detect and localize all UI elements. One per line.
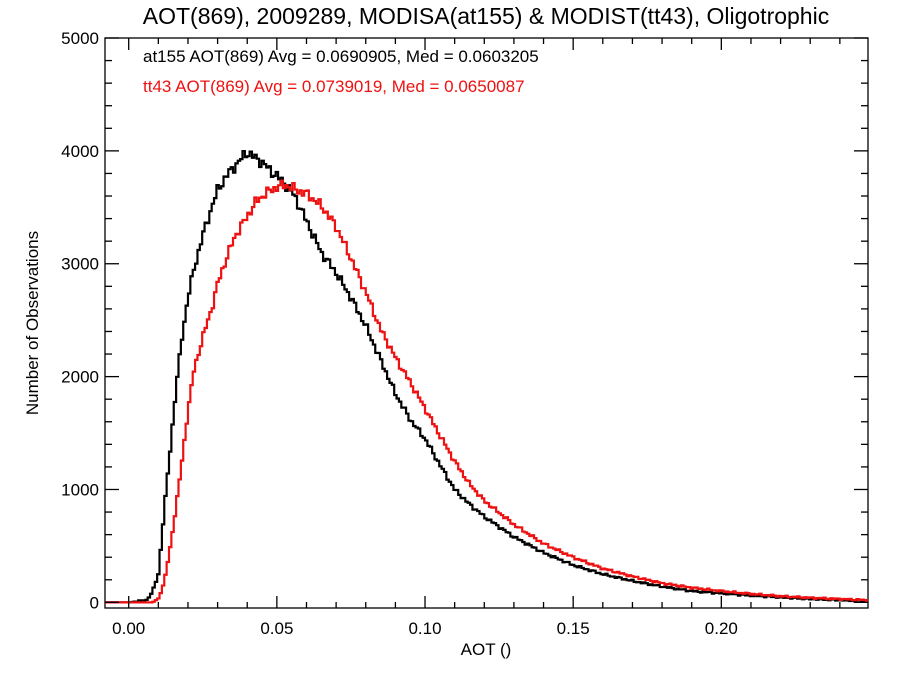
x-tick-label: 0.00 bbox=[112, 619, 145, 638]
y-tick-label: 3000 bbox=[61, 255, 99, 274]
x-tick-label: 0.20 bbox=[705, 619, 738, 638]
y-tick-label: 2000 bbox=[61, 368, 99, 387]
y-tick-label: 0 bbox=[90, 593, 99, 612]
y-tick-label: 5000 bbox=[61, 29, 99, 48]
series-layer bbox=[105, 150, 868, 604]
series-line-0 bbox=[105, 150, 868, 604]
y-tick-label: 4000 bbox=[61, 142, 99, 161]
x-tick-label: 0.15 bbox=[557, 619, 590, 638]
x-axis-label: AOT () bbox=[461, 640, 512, 659]
series-line-1 bbox=[105, 179, 868, 604]
y-axis-label: Number of Observations bbox=[23, 231, 42, 415]
annotation-at155: at155 AOT(869) Avg = 0.0690905, Med = 0.… bbox=[143, 47, 539, 66]
y-tick-label: 1000 bbox=[61, 480, 99, 499]
x-tick-label: 0.05 bbox=[260, 619, 293, 638]
annotation-tt43: tt43 AOT(869) Avg = 0.0739019, Med = 0.0… bbox=[143, 77, 525, 96]
chart-title: AOT(869), 2009289, MODISA(at155) & MODIS… bbox=[143, 3, 829, 29]
plot-frame bbox=[104, 37, 869, 609]
ticks-layer: 0.00 0.05 0.10 0.15 0.20 0 1000 2000 3000 4000 500… bbox=[61, 29, 868, 638]
x-tick-label: 0.10 bbox=[408, 619, 441, 638]
